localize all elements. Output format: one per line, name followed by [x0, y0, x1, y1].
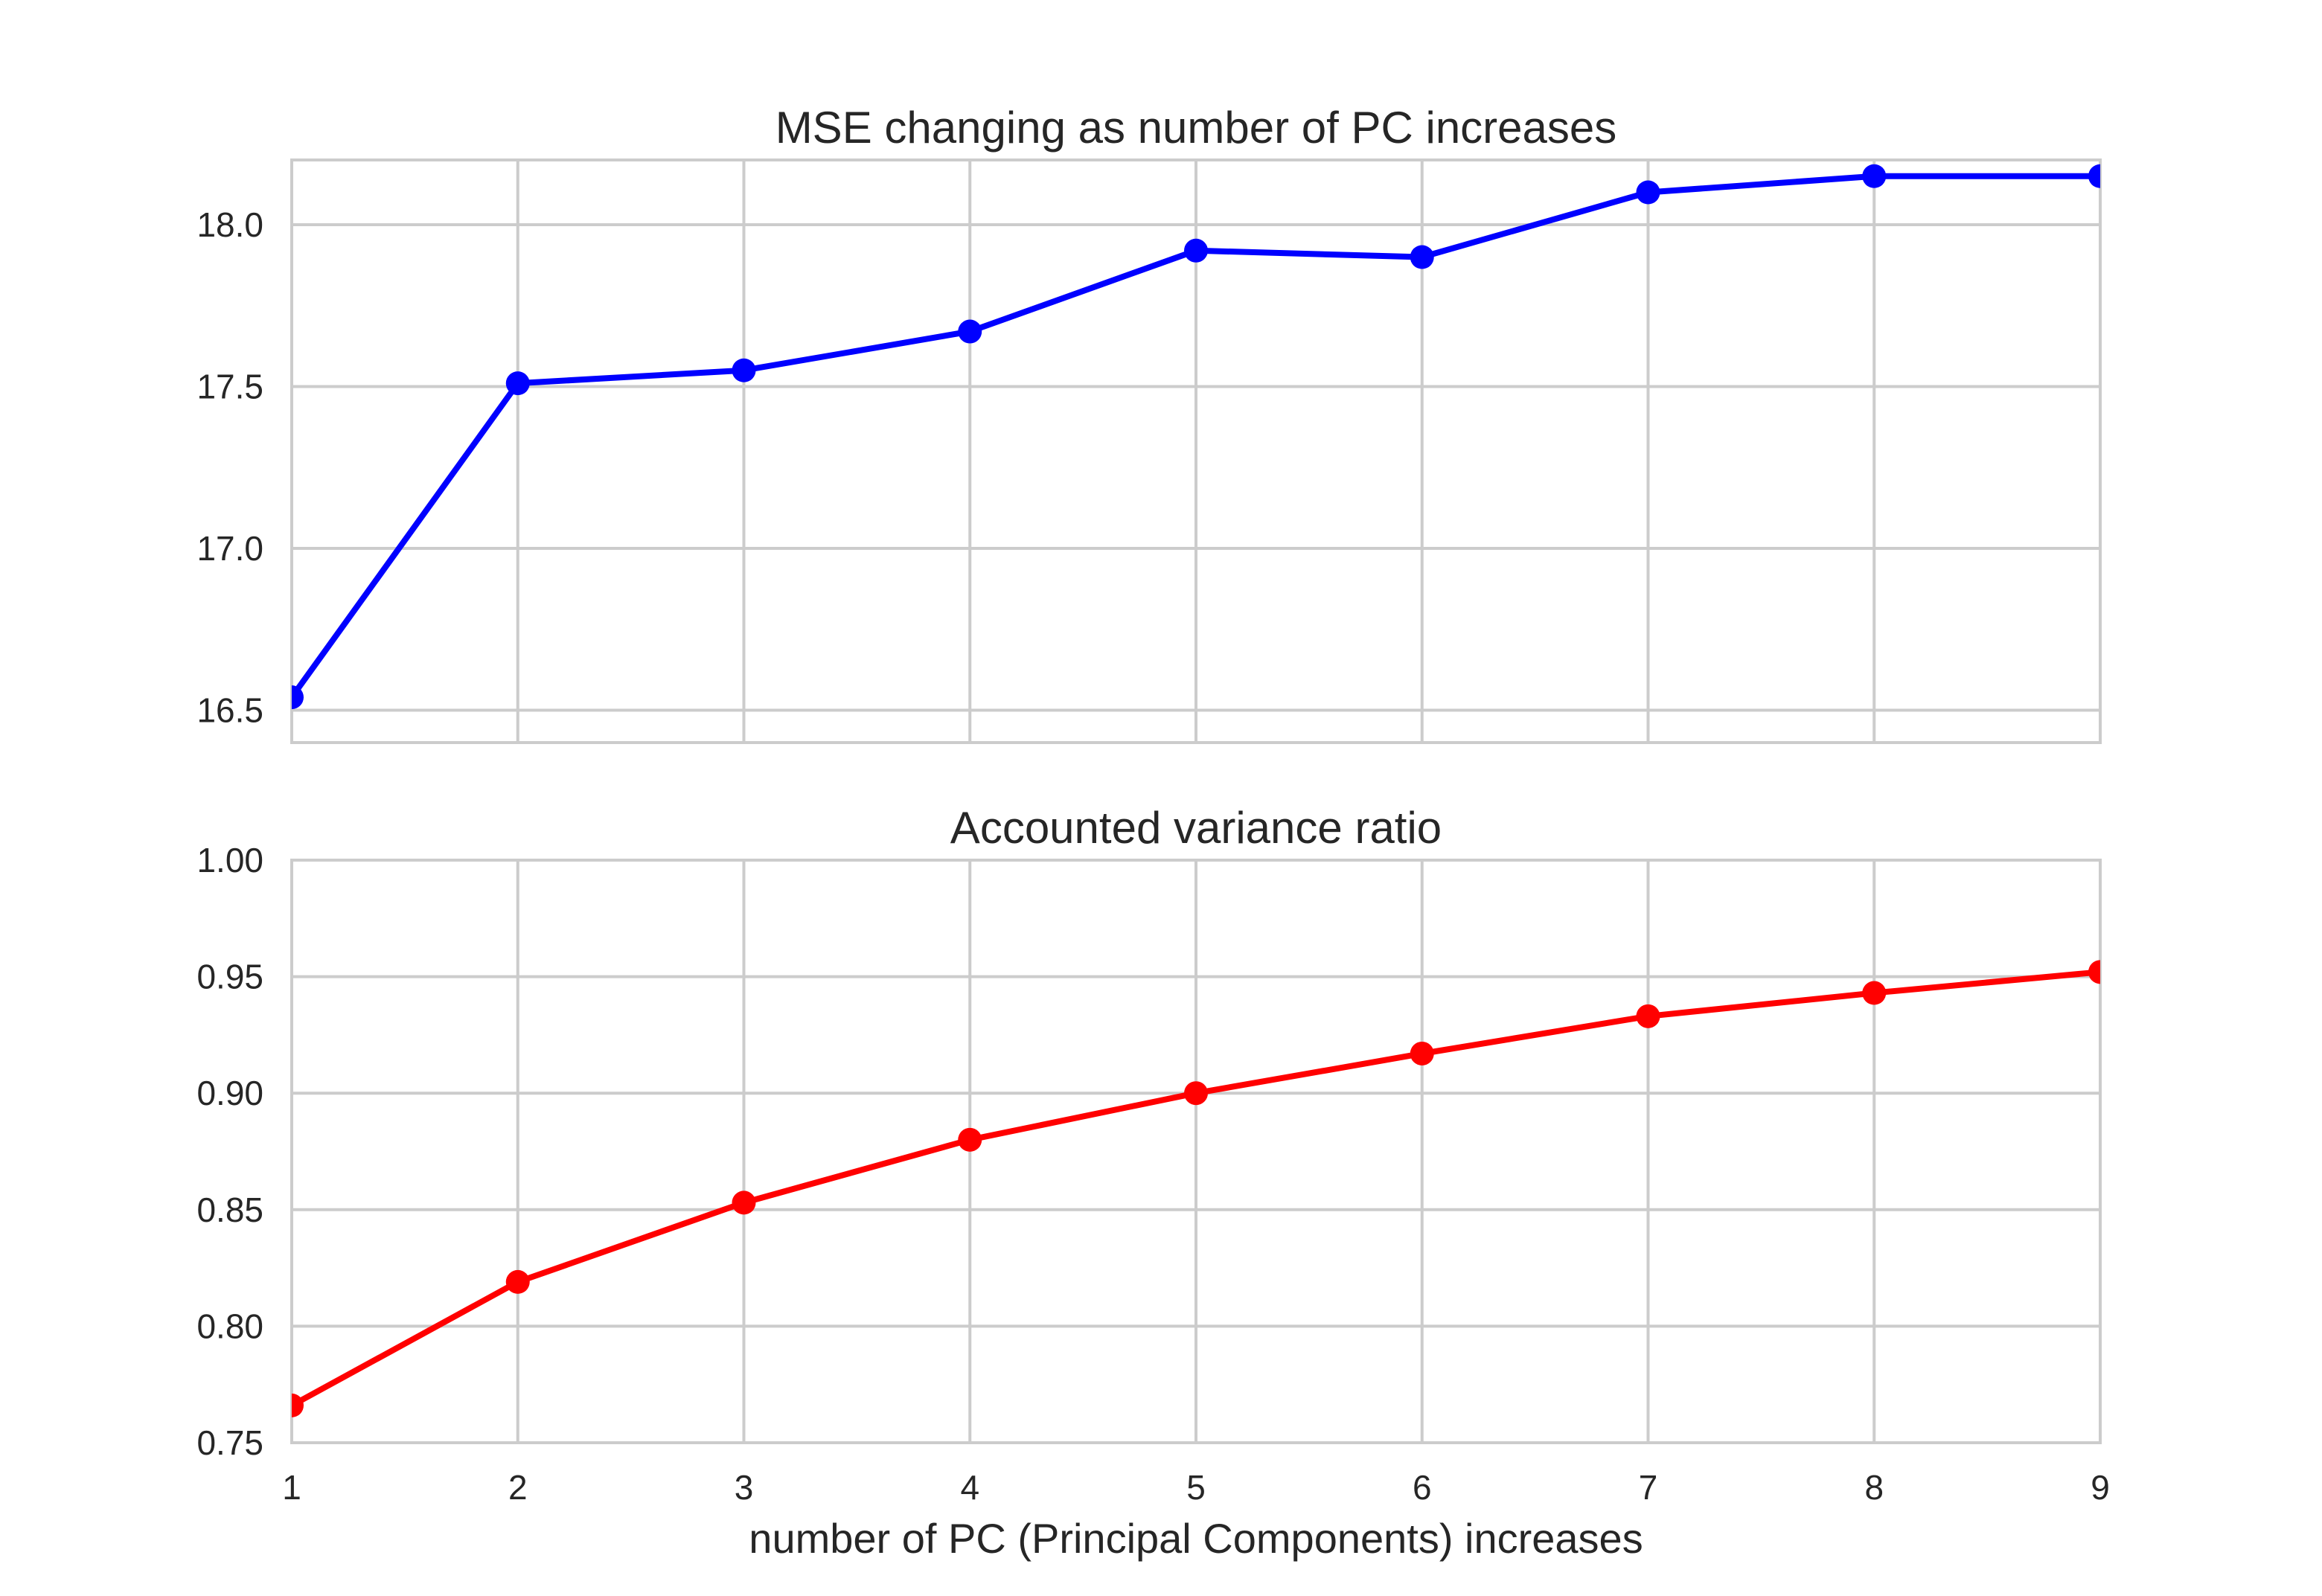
variance-x-tick-label: 4 [960, 1468, 979, 1507]
variance-point [1636, 1004, 1660, 1028]
variance-x-tick-label: 6 [1413, 1468, 1432, 1507]
mse-point [1636, 180, 1660, 205]
variance-y-tick-label: 0.85 [196, 1190, 263, 1229]
mse-point [2088, 164, 2100, 188]
mse-y-tick-label: 16.5 [196, 691, 263, 730]
variance-y-tick-label: 0.90 [196, 1074, 263, 1112]
variance-x-tick-label: 3 [735, 1468, 754, 1507]
variance-x-tick-label: 1 [282, 1468, 301, 1507]
mse-point [1410, 245, 1434, 269]
variance-y-tick-label: 0.80 [196, 1307, 263, 1345]
mse-point [958, 319, 982, 344]
variance-y-tick-label: 0.75 [196, 1423, 263, 1462]
mse-point [1862, 164, 1887, 188]
mse-point [1184, 238, 1208, 263]
mse-subplot: MSE changing as number of PC increases 1… [196, 103, 2102, 744]
variance-subplot: Accounted variance ratio 1 2 3 4 5 6 7 8 9 0.75 0.… [196, 803, 2110, 1507]
variance-x-tick-label: 8 [1864, 1468, 1884, 1507]
variance-x-tick-label: 2 [508, 1468, 528, 1507]
variance-point [505, 1269, 530, 1294]
variance-point [292, 1393, 304, 1417]
variance-point [732, 1190, 756, 1215]
variance-x-tick-label: 9 [2091, 1468, 2110, 1507]
variance-y-tick-label: 0.95 [196, 958, 263, 996]
variance-y-tick-label: 1.00 [196, 841, 263, 879]
mse-y-tick-label: 17.0 [196, 529, 263, 568]
variance-point [2088, 960, 2100, 984]
x-axis-label: number of PC (Principal Components) incr… [749, 1515, 1643, 1562]
variance-plot-frame [290, 859, 2102, 1444]
variance-point [958, 1127, 982, 1152]
variance-x-tick-label: 5 [1186, 1468, 1206, 1507]
mse-plot-frame [290, 158, 2102, 744]
mse-y-tick-label: 18.0 [196, 205, 263, 244]
mse-subplot-title: MSE changing as number of PC increases [775, 103, 1617, 153]
variance-point [1184, 1081, 1208, 1106]
variance-point [1862, 981, 1887, 1005]
mse-point [732, 358, 756, 382]
variance-point [1410, 1041, 1434, 1065]
mse-point [292, 685, 304, 710]
mse-y-tick-label: 17.5 [196, 368, 263, 406]
variance-subplot-title: Accounted variance ratio [950, 803, 1442, 853]
variance-x-tick-label: 7 [1639, 1468, 1658, 1507]
mse-point [505, 371, 530, 396]
